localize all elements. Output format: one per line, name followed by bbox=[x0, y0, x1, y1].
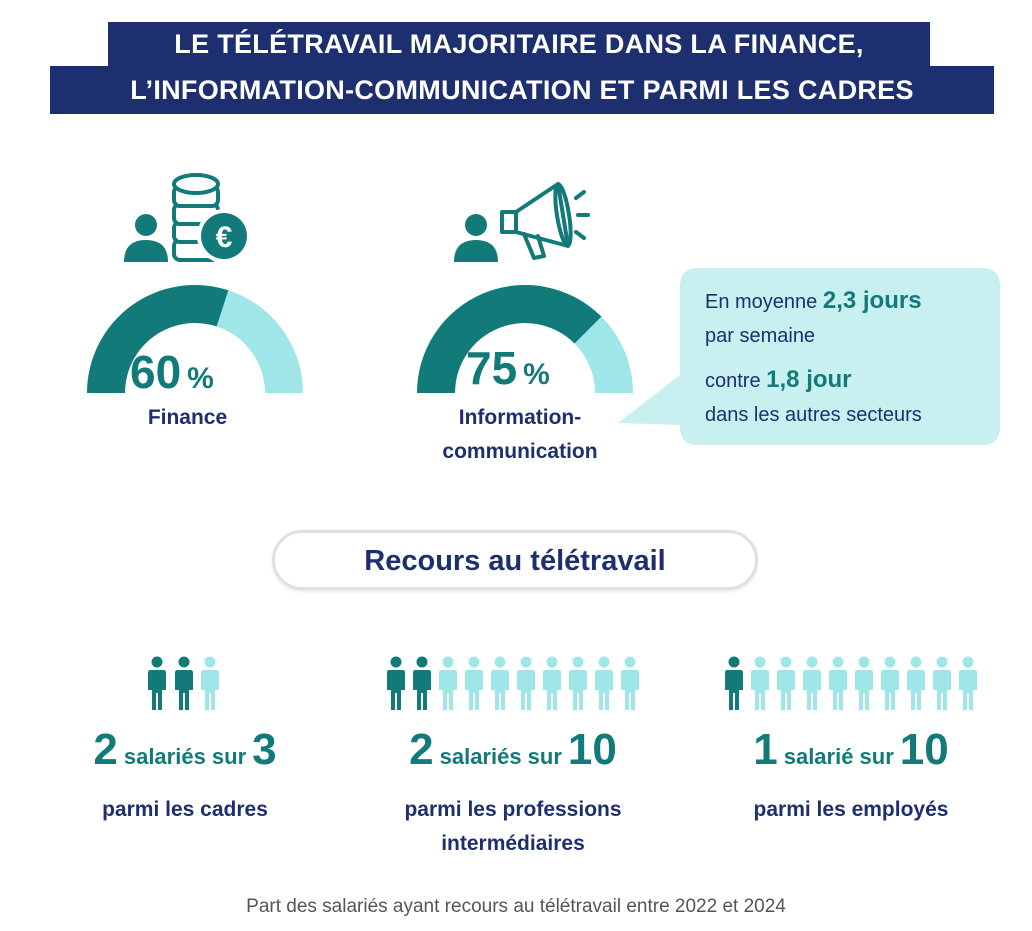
person-highlighted-icon bbox=[174, 656, 193, 710]
svg-text:€: € bbox=[216, 221, 233, 254]
bubble-line-1-prefix: En moyenne bbox=[705, 291, 823, 313]
info-percentage-value: 75 bbox=[466, 342, 518, 394]
cadres-count: 2 bbox=[93, 725, 118, 774]
employes-label: parmi les employés bbox=[701, 793, 1001, 827]
cadres-total: 3 bbox=[252, 725, 277, 774]
person-icon bbox=[751, 656, 769, 710]
person-highlighted-icon bbox=[413, 656, 431, 710]
finance-gauge bbox=[87, 285, 303, 393]
cadres-stat: 2 salariés sur 3 bbox=[40, 725, 330, 775]
person-icon bbox=[439, 656, 457, 710]
employes-label-line-1: parmi les employés bbox=[753, 798, 949, 821]
information-communication-gauge bbox=[417, 285, 633, 393]
finance-percentage-unit: % bbox=[187, 362, 214, 395]
person-icon bbox=[569, 656, 587, 710]
employes-person-row bbox=[724, 656, 978, 712]
info-label-line-2: communication bbox=[442, 440, 598, 463]
finance-label: Finance bbox=[147, 406, 228, 429]
prof-total: 10 bbox=[567, 725, 617, 774]
prof-label-line-1: parmi les professions bbox=[404, 798, 622, 821]
person-icon bbox=[959, 656, 977, 710]
professions-intermediaires-person-row bbox=[386, 656, 640, 712]
title-line-1: LE TÉLÉTRAVAIL MAJORITAIRE DANS LA FINAN… bbox=[108, 22, 930, 66]
bubble-highlight-days-other: 1,8 jour bbox=[766, 366, 852, 393]
person-icon bbox=[855, 656, 873, 710]
person-icon bbox=[543, 656, 561, 710]
bubble-line-1: En moyenne 2,3 jours bbox=[705, 284, 1005, 319]
person-icon bbox=[933, 656, 951, 710]
info-gauge-value-arc bbox=[417, 285, 602, 393]
person-highlighted-icon bbox=[725, 656, 743, 710]
employes-stat: 1 salarié sur 10 bbox=[701, 725, 1001, 775]
prof-count: 2 bbox=[409, 725, 434, 774]
finance-gauge-value-arc bbox=[87, 285, 229, 393]
person-icon bbox=[517, 656, 535, 710]
person-icon bbox=[777, 656, 795, 710]
employes-total: 10 bbox=[899, 725, 949, 774]
section-title: Recours au télétravail bbox=[364, 545, 666, 577]
person-highlighted-icon bbox=[387, 656, 405, 710]
finance-percentage: 60% bbox=[130, 345, 214, 399]
title-line-2: L’INFORMATION-COMMUNICATION ET PARMI LES… bbox=[50, 66, 994, 114]
professions-intermediaires-stat: 2 salariés sur 10 bbox=[363, 725, 663, 775]
person-icon bbox=[465, 656, 483, 710]
professions-intermediaires-label: parmi les professions intermédiaires bbox=[353, 793, 673, 861]
finance-percentage-value: 60 bbox=[130, 346, 182, 398]
information-communication-percentage: 75% bbox=[466, 341, 550, 395]
bubble-line-2: par semaine bbox=[705, 325, 816, 347]
speech-bubble bbox=[618, 268, 1000, 445]
megaphone-icon bbox=[454, 182, 590, 262]
prof-connector: salariés sur bbox=[439, 744, 562, 769]
bubble-text: En moyenne 2,3 jours par semaine contre … bbox=[705, 284, 1005, 432]
bubble-line-3: contre 1,8 jour bbox=[705, 363, 1005, 398]
prof-label-line-2: intermédiaires bbox=[441, 832, 585, 855]
employes-connector: salarié sur bbox=[783, 744, 894, 769]
bubble-line-3-prefix: contre bbox=[705, 370, 767, 392]
person-icon bbox=[803, 656, 821, 710]
cadres-connector: salariés sur bbox=[123, 744, 247, 769]
employes-count: 1 bbox=[753, 725, 778, 774]
person-icon bbox=[881, 656, 899, 710]
cadres-label-line-1: parmi les cadres bbox=[102, 798, 268, 821]
cadres-person-row bbox=[147, 656, 220, 712]
info-percentage-unit: % bbox=[523, 358, 550, 391]
person-icon bbox=[621, 656, 639, 710]
information-communication-label: Information- communication bbox=[410, 401, 630, 469]
person-icon bbox=[491, 656, 509, 710]
person-highlighted-icon bbox=[148, 656, 166, 710]
source-footer: Part des salariés ayant recours au télét… bbox=[246, 896, 786, 917]
bubble-line-4: dans les autres secteurs bbox=[705, 404, 922, 426]
person-icon bbox=[907, 656, 925, 710]
finance-coins-euro-icon: € bbox=[124, 173, 251, 263]
bubble-highlight-days-finance: 2,3 jours bbox=[822, 287, 922, 314]
person-icon bbox=[829, 656, 847, 710]
section-title-pill: Recours au télétravail bbox=[272, 530, 758, 590]
info-label-line-1: Information- bbox=[458, 406, 582, 429]
person-icon bbox=[595, 656, 613, 710]
cadres-label: parmi les cadres bbox=[40, 793, 330, 827]
person-icon bbox=[201, 656, 219, 710]
